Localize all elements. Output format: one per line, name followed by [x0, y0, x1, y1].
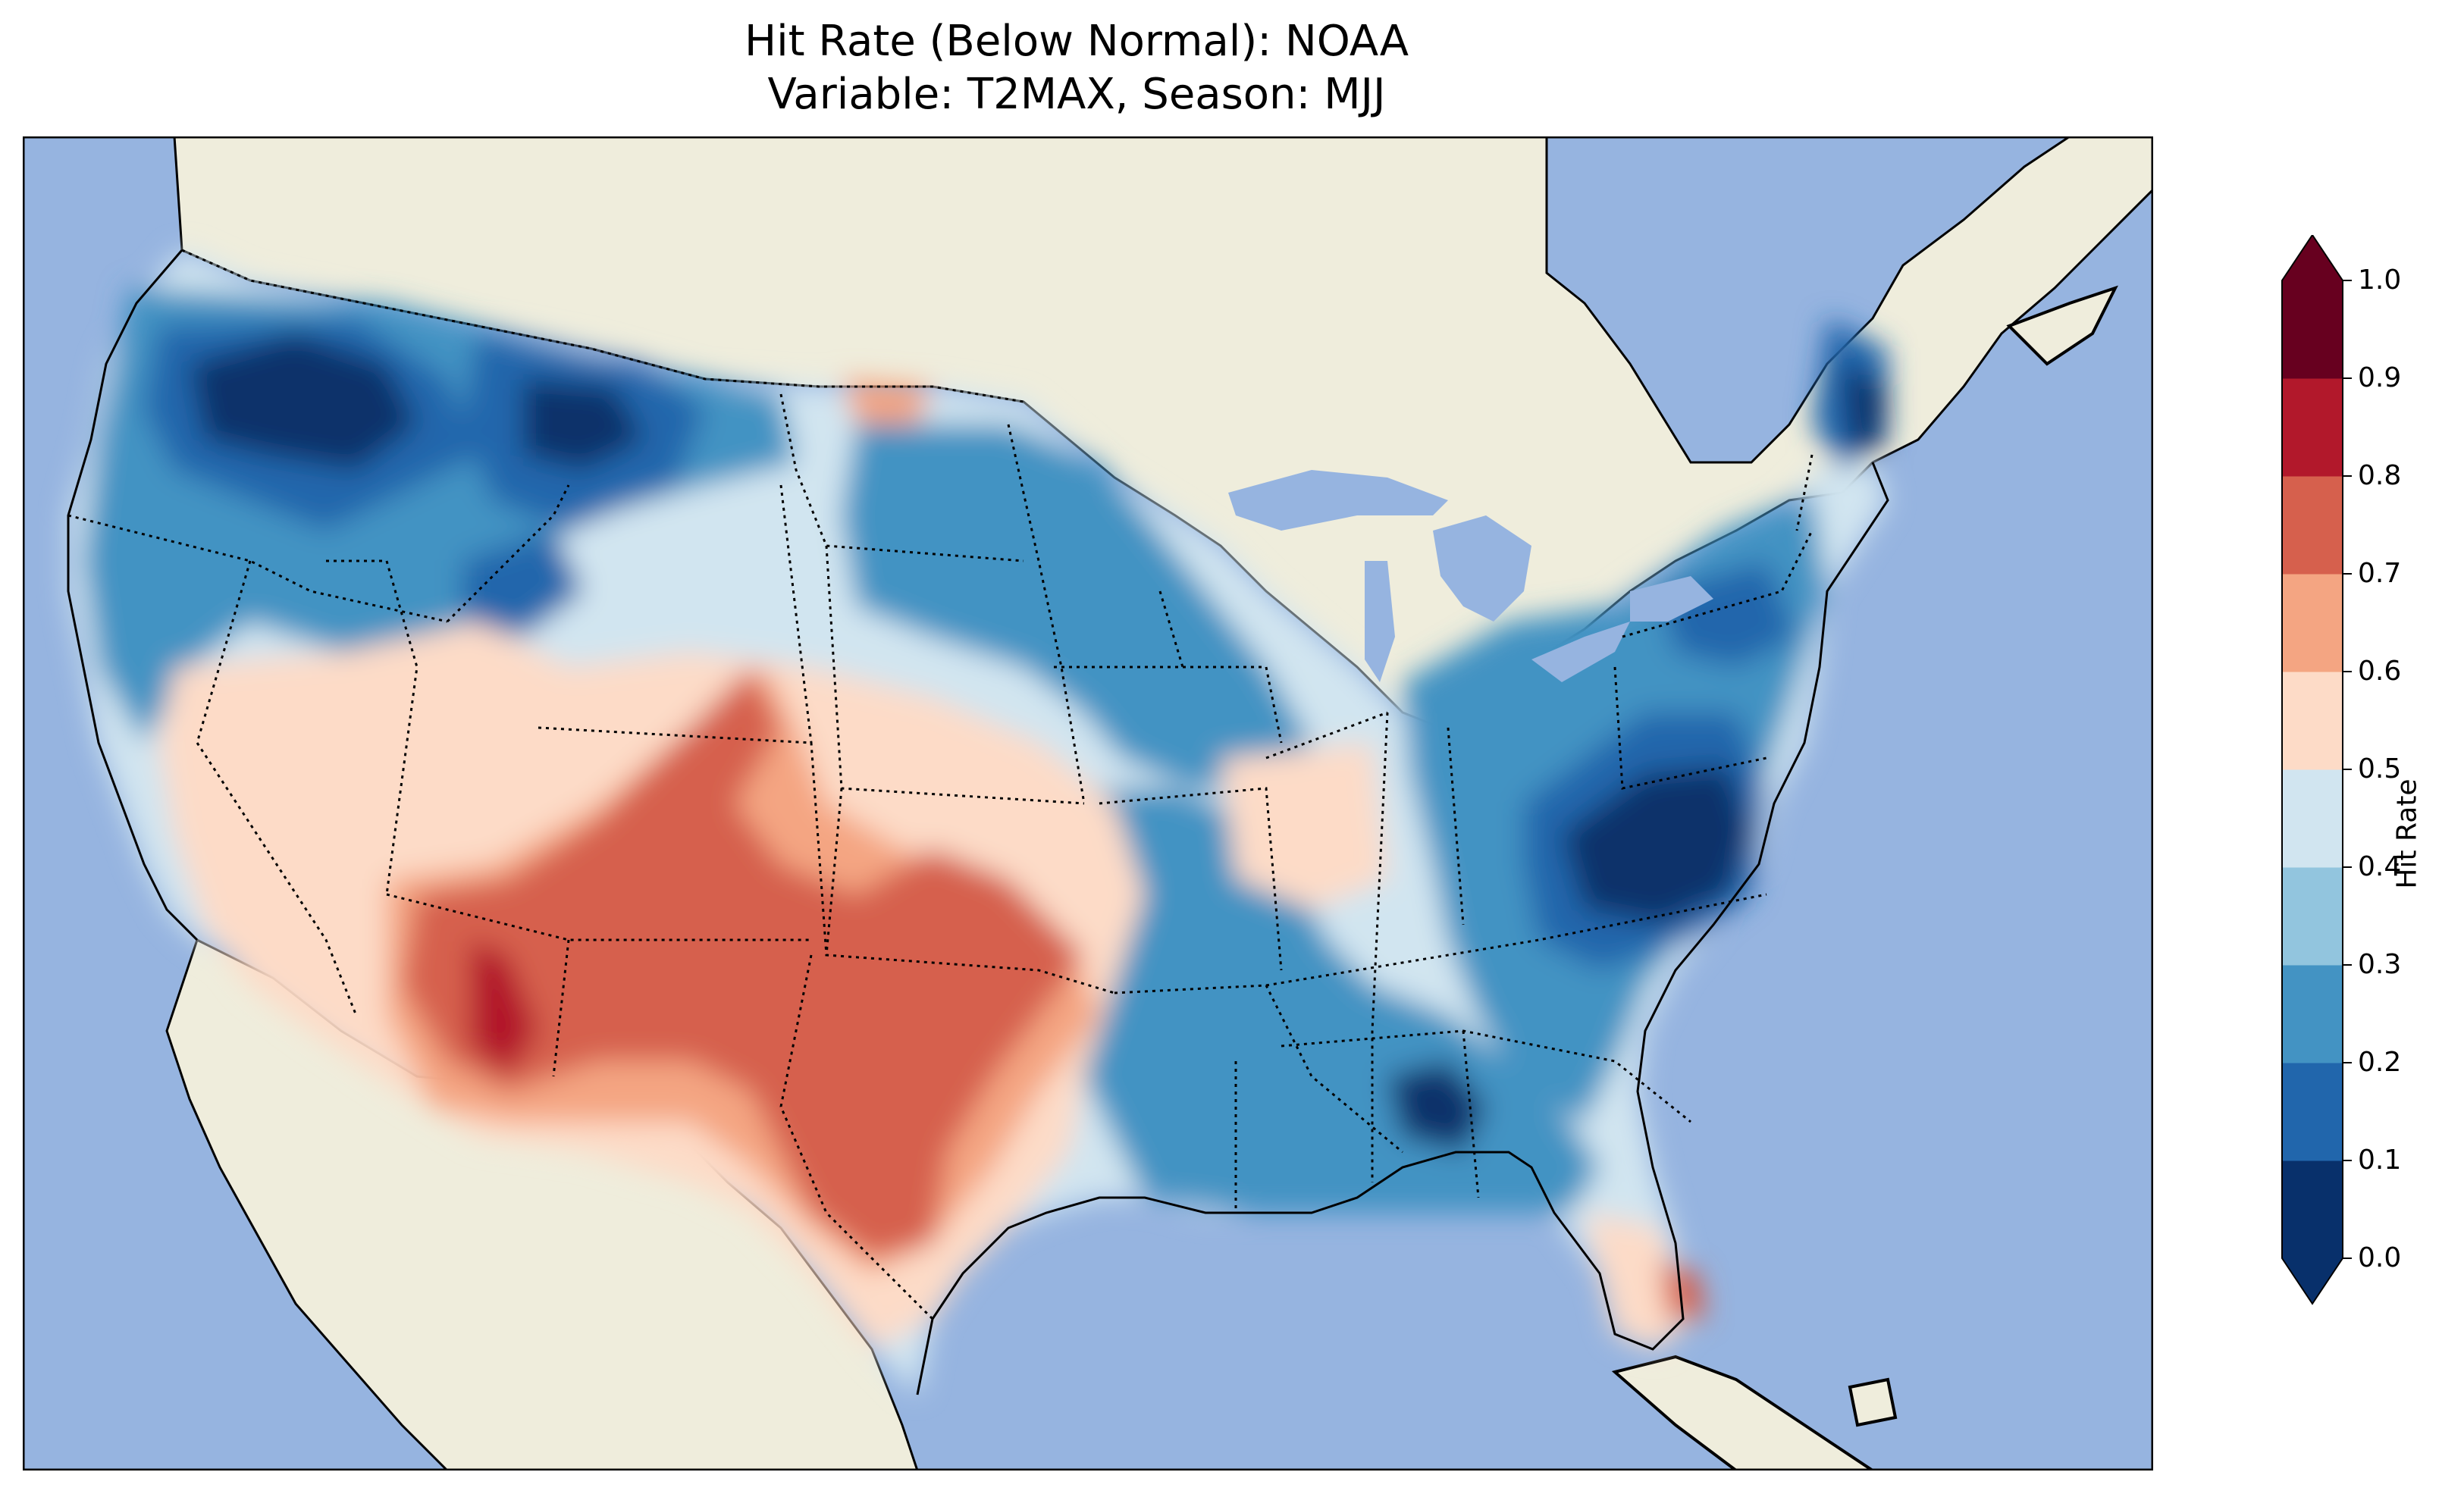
colorbar-segment — [2282, 574, 2343, 672]
coastline-gulf-east — [916, 462, 1889, 1395]
colorbar-tick-label: 0.4 — [2358, 851, 2402, 882]
us-canada-border — [181, 249, 1024, 403]
colorbar-tick-label: 0.5 — [2358, 753, 2402, 785]
colorbar-label: Hit Rate — [2391, 778, 2423, 889]
state-borders — [67, 393, 1814, 1320]
colorbar-segment — [2282, 1160, 2343, 1259]
colorbar-segment — [2282, 769, 2343, 868]
colorbar-segment — [2282, 1063, 2343, 1161]
data-field — [68, 250, 1888, 1395]
colorbar-segment — [2282, 867, 2343, 966]
colorbar-extend-max — [2282, 235, 2343, 280]
colorbar-tick-label: 0.6 — [2358, 656, 2402, 687]
colorbar-segment — [2282, 672, 2343, 770]
colorbar-extend-min — [2282, 1258, 2343, 1304]
colorbar-segment — [2282, 476, 2343, 575]
great-lakes — [1228, 470, 1713, 682]
colorbar-tick-label: 0.3 — [2358, 949, 2402, 980]
colorbar-segment — [2282, 965, 2343, 1063]
map-frame — [23, 136, 2153, 1471]
colorbar-tick-label: 0.7 — [2358, 558, 2402, 589]
colorbar-tick-label: 1.0 — [2358, 265, 2402, 296]
colorbar-tick-label: 0.8 — [2358, 460, 2402, 491]
cuba-land — [1611, 1355, 1876, 1471]
colorbar-tick-label: 0.2 — [2358, 1047, 2402, 1078]
map-title-line1: Hit Rate (Below Normal): NOAA — [744, 17, 1409, 66]
colorbar — [2281, 235, 2352, 1305]
colorbar-tick-label: 0.1 — [2358, 1145, 2402, 1176]
hit-rate-map — [23, 136, 2153, 1471]
colorbar-tick-label: 0.0 — [2358, 1242, 2402, 1273]
coastline-west — [67, 249, 199, 941]
map-title-line2: Variable: T2MAX, Season: MJJ — [767, 70, 1386, 119]
colorbar-tick-label: 0.9 — [2358, 362, 2402, 393]
colorbar-segment — [2282, 280, 2343, 379]
colorbar-segment — [2282, 378, 2343, 477]
